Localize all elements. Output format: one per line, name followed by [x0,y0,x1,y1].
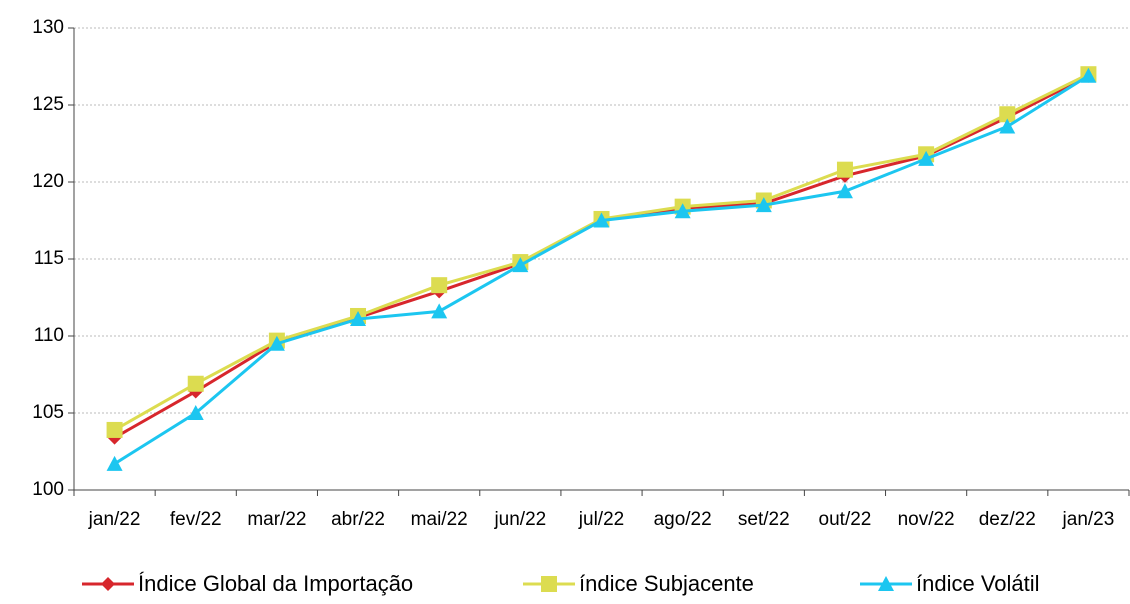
data-point [999,118,1016,134]
x-tick-label: fev/22 [170,509,222,530]
data-point [106,421,123,438]
data-point [999,106,1016,123]
data-point [512,257,529,273]
x-tick-label: dez/22 [979,509,1036,530]
legend-label: índice Subjacente [579,571,754,596]
x-tick-label: mai/22 [411,509,468,530]
data-point [431,277,448,294]
legend-marker [878,576,894,591]
data-point [918,150,935,166]
data-point [836,161,853,178]
data-point [268,335,285,351]
series-line [113,74,1090,466]
data-point [431,303,448,319]
x-tick-label: mar/22 [247,509,306,530]
y-tick-label: 125 [32,94,64,115]
y-tick-label: 120 [32,171,64,192]
data-point [836,183,853,199]
data-point [106,455,123,471]
series-line [113,74,1090,439]
x-tick-label: abr/22 [331,509,385,530]
legend-marker [101,577,115,591]
y-tick-label: 100 [32,479,64,500]
x-tick-label: jun/22 [493,509,546,530]
y-tick-label: 130 [32,17,64,38]
data-point [755,197,772,213]
x-tick-label: nov/22 [898,509,955,530]
legend-label: Índice Global da Importação [138,571,413,596]
data-point [1080,67,1097,83]
x-tick-label: jan/22 [88,509,141,530]
data-point [350,311,367,327]
x-tick-label: jan/23 [1062,509,1115,530]
x-tick-label: set/22 [738,509,790,530]
series-line [113,72,1090,432]
legend-label: índice Volátil [916,571,1040,596]
y-tick-label: 105 [32,402,64,423]
data-point [593,212,610,228]
legend-marker [541,576,557,592]
data-point [187,405,204,420]
x-tick-label: out/22 [819,509,872,530]
x-tick-label: ago/22 [654,509,712,530]
x-tick-label: jul/22 [578,509,624,530]
y-tick-label: 110 [34,325,64,346]
data-point [187,375,204,392]
y-tick-label: 115 [34,248,64,269]
data-point [674,203,691,219]
